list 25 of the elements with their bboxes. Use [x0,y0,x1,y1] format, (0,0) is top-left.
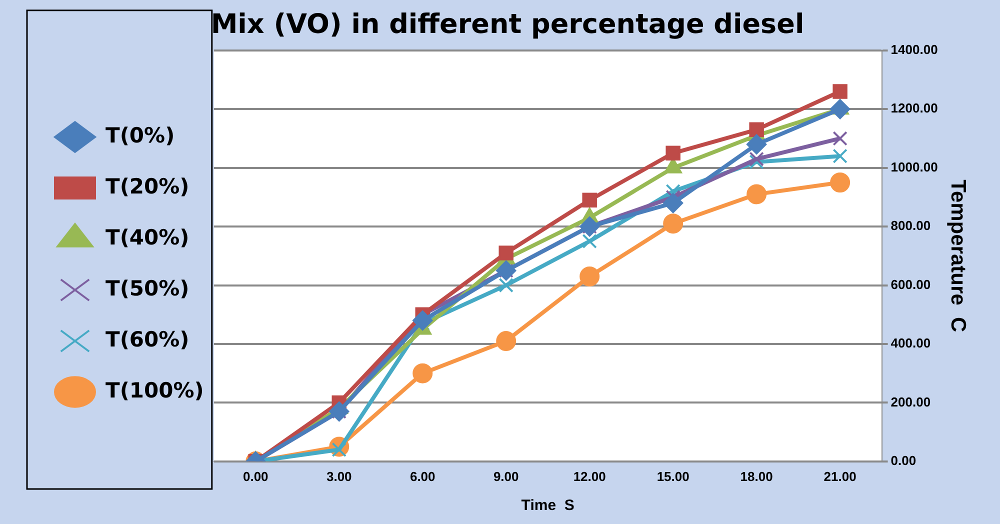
y-tick-label: 200.00 [890,394,931,410]
legend-label: T(100%) [106,378,204,402]
x-tick-label: 6.00 [410,468,436,484]
y-tick-label: 400.00 [890,336,931,351]
x-tick-label: 3.00 [326,468,352,484]
y-tick-label: 1000.00 [890,159,938,174]
x-tick-label: 18.00 [740,468,773,484]
y-tick-label: 0.00 [890,452,916,468]
y-axis-title: Temperature C [946,180,970,332]
y-tick-label: 800.00 [890,218,931,234]
x-tick-label: 15.00 [656,468,690,484]
y-tick-label: 1200.00 [890,100,938,116]
legend-label: T(0%) [106,123,175,148]
y-tick-label: 600.00 [890,276,931,292]
x-axis-title: Time S [521,497,574,514]
x-tick-label: 21.00 [824,468,856,484]
x-tick-label: 9.00 [493,468,519,484]
legend-label: T(20%) [106,174,190,198]
legend-label: T(60%) [106,327,190,352]
legend-label: T(50%) [106,276,190,300]
y-tick-label: 1400.00 [890,42,938,57]
chart-title: Mix (VO) in different percentage diesel [210,9,804,40]
x-tick-label: 12.00 [573,468,606,484]
x-tick-label: 0.00 [242,468,268,484]
legend-label: T(40%) [106,225,190,250]
